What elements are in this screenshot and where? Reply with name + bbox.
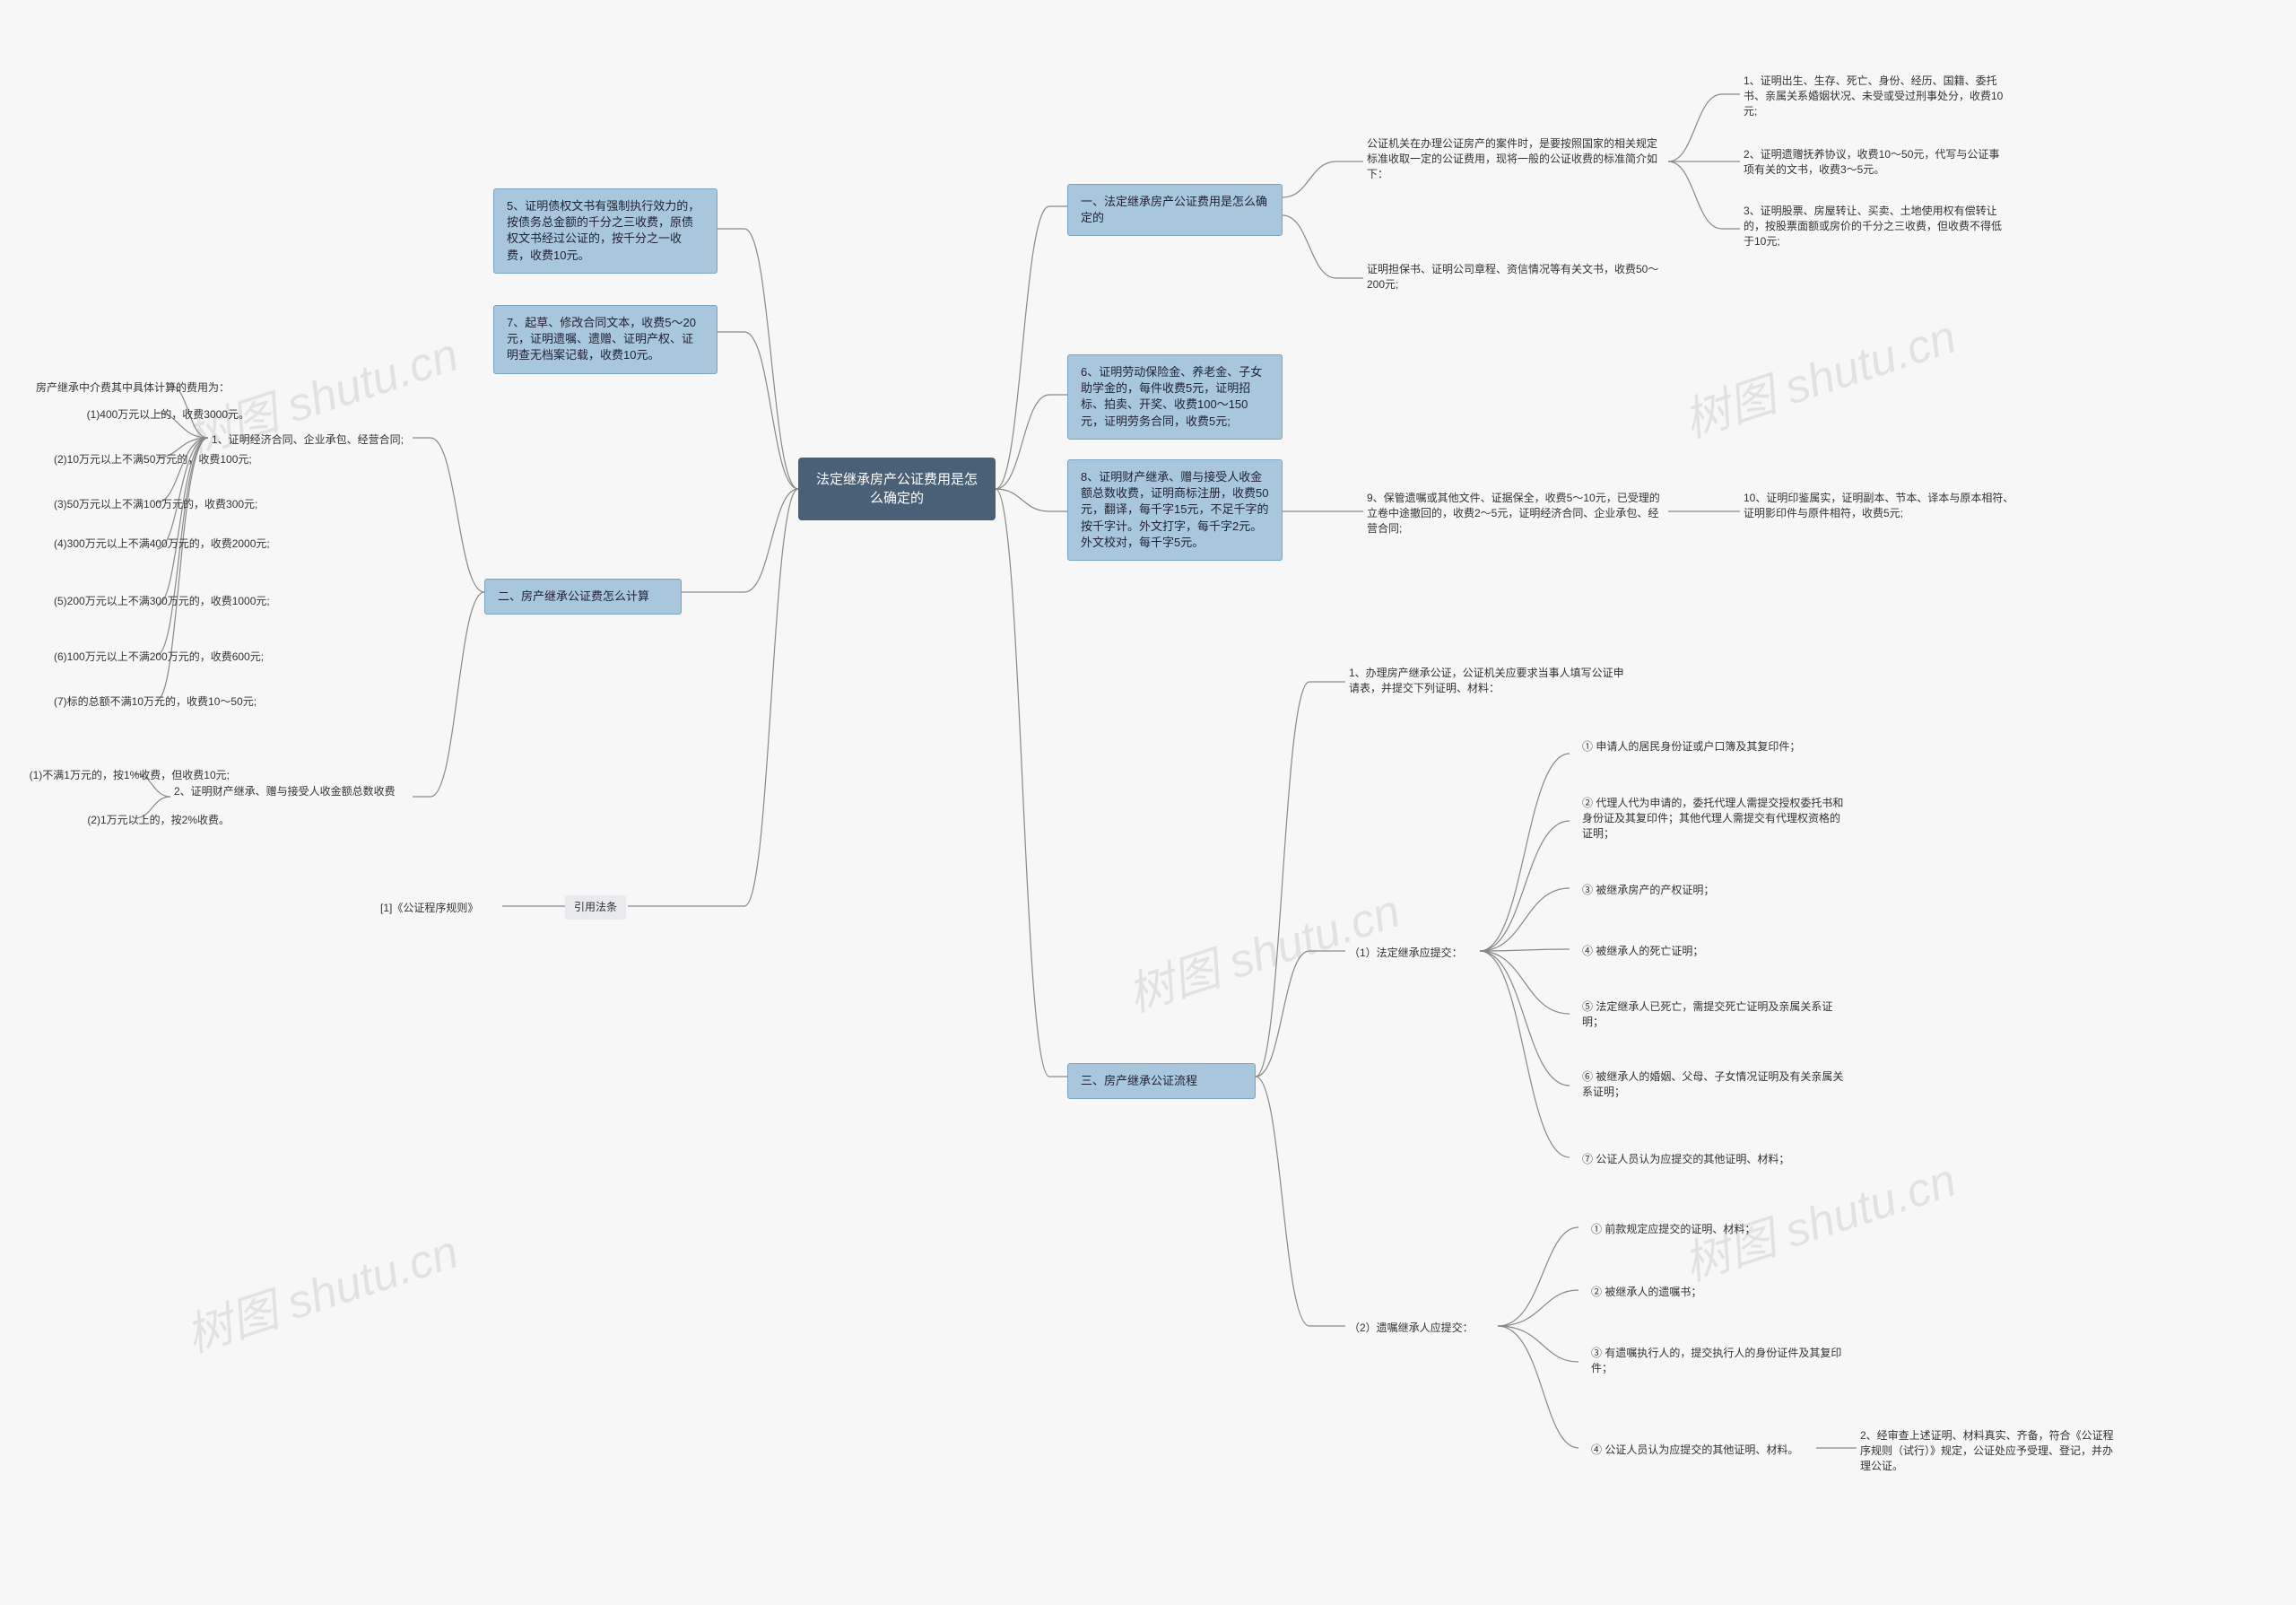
section-3-s2-3: ③ 有遗嘱执行人的，提交执行人的身份证件及其复印件； <box>1587 1344 1848 1378</box>
section-2-item-2: 2、证明财产继承、赠与接受人收金额总数收费 <box>170 782 413 801</box>
section-3-title: 三、房产继承公证流程 <box>1067 1063 1256 1099</box>
section-3-s1-7: ⑦ 公证人员认为应提交的其他证明、材料； <box>1578 1150 1793 1169</box>
box-item-5: 5、证明债权文书有强制执行效力的，按债务总金额的千分之三收费，原债权文书经过公证… <box>493 188 718 274</box>
section-1-intro: 公证机关在办理公证房产的案件时，是要按照国家的相关规定标准收取一定的公证费用，现… <box>1363 135 1668 183</box>
section-2-item-2a: (1)不满1万元的，按1%收费，但收费10元; <box>18 766 233 785</box>
section-3-s2-4: ④ 公证人员认为应提交的其他证明、材料。 <box>1587 1441 1802 1460</box>
section-3-s2-1: ① 前款规定应提交的证明、材料； <box>1587 1220 1759 1239</box>
box-item-6: 6、证明劳动保险金、养老金、子女助学金的，每件收费5元，证明招标、拍卖、开奖、收… <box>1067 354 1283 440</box>
section-1-item-1: 1、证明出生、生存、死亡、身份、经历、国籍、委托书、亲属关系婚姻状况、未受或受过… <box>1740 72 2009 120</box>
section-3-s1-4: ④ 被继承人的死亡证明； <box>1578 942 1707 961</box>
mindmap-canvas: 树图 shutu.cn 树图 shutu.cn 树图 shutu.cn 树图 s… <box>0 0 2296 1605</box>
section-1-item-3: 3、证明股票、房屋转让、买卖、土地使用权有偿转让的，按股票面额或房价的千分之三收… <box>1740 202 2009 250</box>
section-2-fee-6: (6)100万元以上不满200万元的，收费600元; <box>50 648 267 667</box>
section-3-sub1: （1）法定继承应提交： <box>1345 944 1466 963</box>
section-3-p1: 1、办理房产继承公证，公证机关应要求当事人填写公证申请表，并提交下列证明、材料： <box>1345 664 1632 698</box>
section-2-item-2b: (2)1万元以上的，按2%收费。 <box>18 811 233 830</box>
section-2-fee-3: (3)50万元以上不满100万元的，收费300元; <box>50 495 261 514</box>
item-10: 10、证明印鉴属实，证明副本、节本、译本与原本相符、证明影印件与原件相符，收费5… <box>1740 489 2027 523</box>
section-2-fee-4: (4)300万元以上不满400万元的，收费2000元; <box>50 535 283 554</box>
box-item-8: 8、证明财产继承、赠与接受人收金额总数收费，证明商标注册，收费50元，翻译，每千… <box>1067 459 1283 561</box>
watermark: 树图 shutu.cn <box>1674 299 1963 450</box>
section-1-item-2: 2、证明遗赠抚养协议，收费10～50元，代写与公证事项有关的文书，收费3～5元。 <box>1740 145 2009 179</box>
section-3-s1-3: ③ 被继承房产的产权证明； <box>1578 881 1718 900</box>
section-3-sub2: （2）遗嘱继承人应提交： <box>1345 1319 1477 1338</box>
section-2-fee-1: (1)400万元以上的，收费3000元。 <box>47 406 253 424</box>
section-3-p2: 2、经审查上述证明、材料真实、齐备，符合《公证程序规则（试行）》规定，公证处应予… <box>1857 1426 2126 1475</box>
section-3-s2-2: ② 被继承人的遗嘱书； <box>1587 1283 1705 1302</box>
box-item-7: 7、起草、修改合同文本，收费5～20元，证明遗嘱、遗赠、证明产权、证明查无档案记… <box>493 305 718 374</box>
watermark: 树图 shutu.cn <box>176 1214 465 1365</box>
section-3-s1-5: ⑤ 法定继承人已死亡，需提交死亡证明及亲属关系证明； <box>1578 998 1848 1032</box>
section-2-item-1: 1、证明经济合同、企业承包、经营合同; <box>208 431 407 449</box>
section-2-head: 房产继承中介费其中具体计算的费用为： <box>32 379 239 397</box>
section-3-s1-2: ② 代理人代为申请的，委托代理人需提交授权委托书和身份证及其复印件；其他代理人需… <box>1578 794 1848 842</box>
section-1-guarantee: 证明担保书、证明公司章程、资信情况等有关文书，收费50～200元; <box>1363 260 1668 294</box>
section-3-s1-1: ① 申请人的居民身份证或户口簿及其复印件； <box>1578 737 1848 756</box>
section-2-fee-2: (2)10万元以上不满50万元的，收费100元; <box>50 450 256 469</box>
root-node: 法定继承房产公证费用是怎么确定的 <box>798 458 996 520</box>
cite-label: 引用法条 <box>565 895 626 920</box>
section-3-s1-6: ⑥ 被继承人的婚姻、父母、子女情况证明及有关亲属关系证明； <box>1578 1068 1848 1102</box>
section-1-title: 一、法定继承房产公证费用是怎么确定的 <box>1067 184 1283 236</box>
section-2-fee-5: (5)200万元以上不满300万元的，收费1000元; <box>50 592 283 611</box>
cite-item: [1]《公证程序规则》 <box>377 899 482 918</box>
item-9: 9、保管遗嘱或其他文件、证据保全，收费5～10元，已受理的立卷中途撤回的，收费2… <box>1363 489 1668 537</box>
section-2-title: 二、房产继承公证费怎么计算 <box>484 579 682 615</box>
section-2-fee-7: (7)标的总额不满10万元的，收费10～50元; <box>50 693 260 711</box>
